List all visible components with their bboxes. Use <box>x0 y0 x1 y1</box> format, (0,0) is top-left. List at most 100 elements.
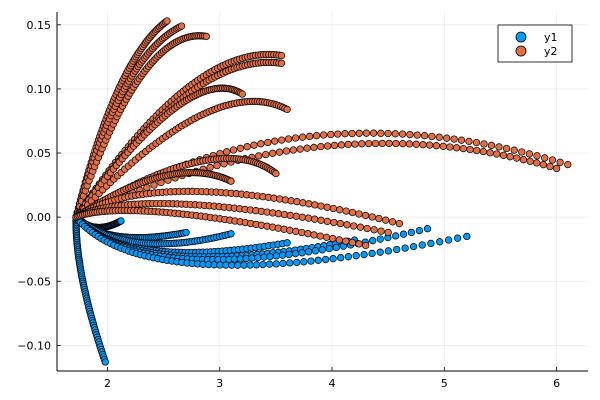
scatter-point <box>307 257 315 265</box>
scatter-point <box>420 132 429 140</box>
scatter-point <box>344 253 353 261</box>
scatter-point <box>279 259 287 268</box>
scatter-point <box>495 143 503 151</box>
scatter-point <box>292 227 300 236</box>
series-y1-trajectory <box>72 213 109 366</box>
scatter-point <box>453 234 462 242</box>
series-y2-trajectory <box>72 206 370 250</box>
scatter-point <box>418 241 426 249</box>
scatter-point <box>409 242 418 251</box>
series-layer <box>72 17 572 366</box>
scatter-point <box>552 164 561 173</box>
scatter-point <box>255 152 263 160</box>
scatter-point <box>260 253 268 261</box>
scatter-point <box>271 137 279 145</box>
scatter-point <box>479 147 488 156</box>
scatter-point <box>518 148 526 156</box>
scatter-point <box>480 140 488 148</box>
scatter-point <box>292 212 300 220</box>
scatter-point <box>419 141 427 149</box>
scatter-point <box>278 136 286 144</box>
scatter-point <box>317 142 325 151</box>
scatter-point <box>336 219 345 228</box>
scatter-point <box>368 213 376 221</box>
scatter-point <box>300 258 308 266</box>
scatter-point <box>163 17 171 25</box>
scatter-point <box>369 129 378 137</box>
scatter-point <box>285 250 293 259</box>
scatter-point <box>317 202 325 210</box>
scatter-point <box>564 160 572 169</box>
scatter-point <box>361 211 370 220</box>
scatter-point <box>395 219 404 228</box>
scatter-point <box>378 139 386 148</box>
x-tick-label: 5 <box>441 377 448 390</box>
scatter-point <box>213 161 221 170</box>
scatter-point <box>243 143 251 151</box>
scatter-point <box>392 232 400 240</box>
scatter-point <box>323 203 331 211</box>
scatter-point <box>399 140 407 148</box>
scatter-point <box>305 132 314 141</box>
scatter-point <box>227 230 235 238</box>
scatter-point <box>330 218 338 227</box>
scatter-point <box>401 244 409 252</box>
scatter-point <box>329 255 337 263</box>
x-tick-label: 6 <box>553 377 560 390</box>
scatter-point <box>278 251 287 259</box>
scatter-point <box>341 130 349 138</box>
scatter-point <box>459 144 467 153</box>
scatter-point <box>355 240 363 248</box>
series-y2-trajectory <box>72 32 210 221</box>
scatter-point <box>533 152 541 160</box>
scatter-point <box>513 154 521 162</box>
scatter-point <box>293 258 301 267</box>
scatter-point <box>329 234 337 243</box>
scatter-point <box>415 226 424 235</box>
scatter-point <box>398 130 407 138</box>
legend-marker-y1 <box>515 31 527 43</box>
y-tick-label: −0.05 <box>17 275 51 288</box>
scatter-point <box>377 227 385 235</box>
scatter-point <box>392 139 400 148</box>
scatter-point <box>384 129 392 138</box>
scatter-point <box>412 140 420 148</box>
scatter-point <box>177 22 186 30</box>
legend-label-y1: y1 <box>544 31 558 44</box>
scatter-point <box>298 133 307 141</box>
scatter-point <box>541 154 549 162</box>
scatter-point <box>274 224 282 232</box>
scatter-point <box>246 261 254 269</box>
scatter-point <box>525 150 534 158</box>
scatter-point <box>546 162 554 171</box>
scatter-point <box>443 134 451 142</box>
scatter-point <box>202 32 210 41</box>
legend-marker-y2 <box>515 45 527 57</box>
scatter-point <box>450 135 458 143</box>
scatter-point <box>384 247 393 255</box>
scatter-point <box>533 159 541 167</box>
scatter-point <box>432 142 441 150</box>
scatter-point <box>182 228 190 237</box>
scatter-point <box>259 260 267 269</box>
scatter-point <box>272 169 280 178</box>
scatter-point <box>472 138 481 147</box>
scatter-point <box>526 157 534 165</box>
scatter-point <box>310 231 318 239</box>
scatter-point <box>282 147 291 155</box>
scatter-point <box>324 142 332 150</box>
scatter-point <box>327 130 335 139</box>
scatter-point <box>298 228 306 237</box>
scatter-point <box>362 129 371 137</box>
scatter-point <box>358 140 366 148</box>
series-y2 <box>72 17 572 250</box>
scatter-point <box>286 211 294 220</box>
scatter-point <box>337 141 346 149</box>
scatter-point <box>228 261 236 269</box>
scatter-point <box>325 244 333 253</box>
scatter-point <box>274 210 283 218</box>
x-tick-label: 2 <box>104 377 111 390</box>
scatter-point <box>321 255 330 264</box>
y-tick-label: 0.00 <box>27 211 52 224</box>
y-ticks: −0.10 −0.05 0.00 0.05 0.10 0.15 <box>17 19 61 352</box>
